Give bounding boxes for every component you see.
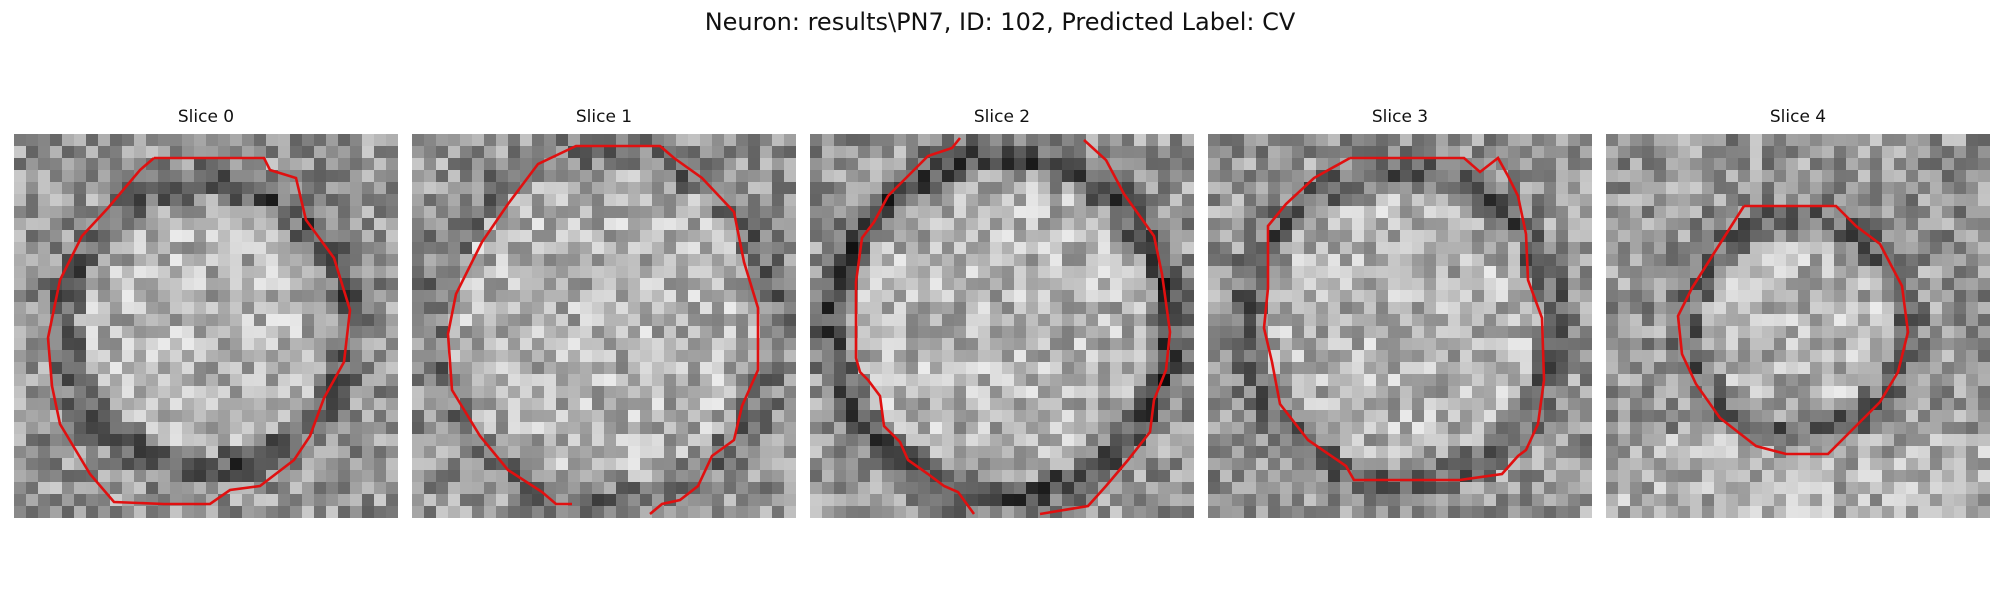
slice-title: Slice 4: [1769, 107, 1827, 127]
segmentation-contour: [1676, 204, 1910, 456]
slice-title: Slice 2: [973, 107, 1031, 127]
segmentation-contour: [46, 156, 352, 506]
slice-panel-0: Slice 0: [14, 106, 398, 518]
slice-image-frame: [14, 134, 398, 518]
figure-title: Neuron: results\PN7, ID: 102, Predicted …: [704, 8, 1296, 36]
slice-panel-4: Slice 4: [1606, 106, 1990, 518]
slice-image-frame: [412, 134, 796, 518]
segmentation-contour: [854, 137, 1172, 516]
segmentation-contour: [1262, 156, 1546, 482]
slice-panel-1: Slice 1: [412, 106, 796, 518]
slice-image-frame: [810, 134, 1194, 518]
micrograph-image: [412, 134, 796, 518]
slice-panel-2: Slice 2: [810, 106, 1194, 518]
micrograph-image: [810, 134, 1194, 518]
slice-title: Slice 1: [575, 107, 633, 127]
segmentation-contour: [446, 144, 760, 515]
slice-title: Slice 0: [177, 107, 235, 127]
slice-image-frame: [1208, 134, 1592, 518]
micrograph-image: [1208, 134, 1592, 518]
slice-panel-3: Slice 3: [1208, 106, 1592, 518]
slice-title: Slice 3: [1371, 107, 1429, 127]
slice-image-frame: [1606, 134, 1990, 518]
